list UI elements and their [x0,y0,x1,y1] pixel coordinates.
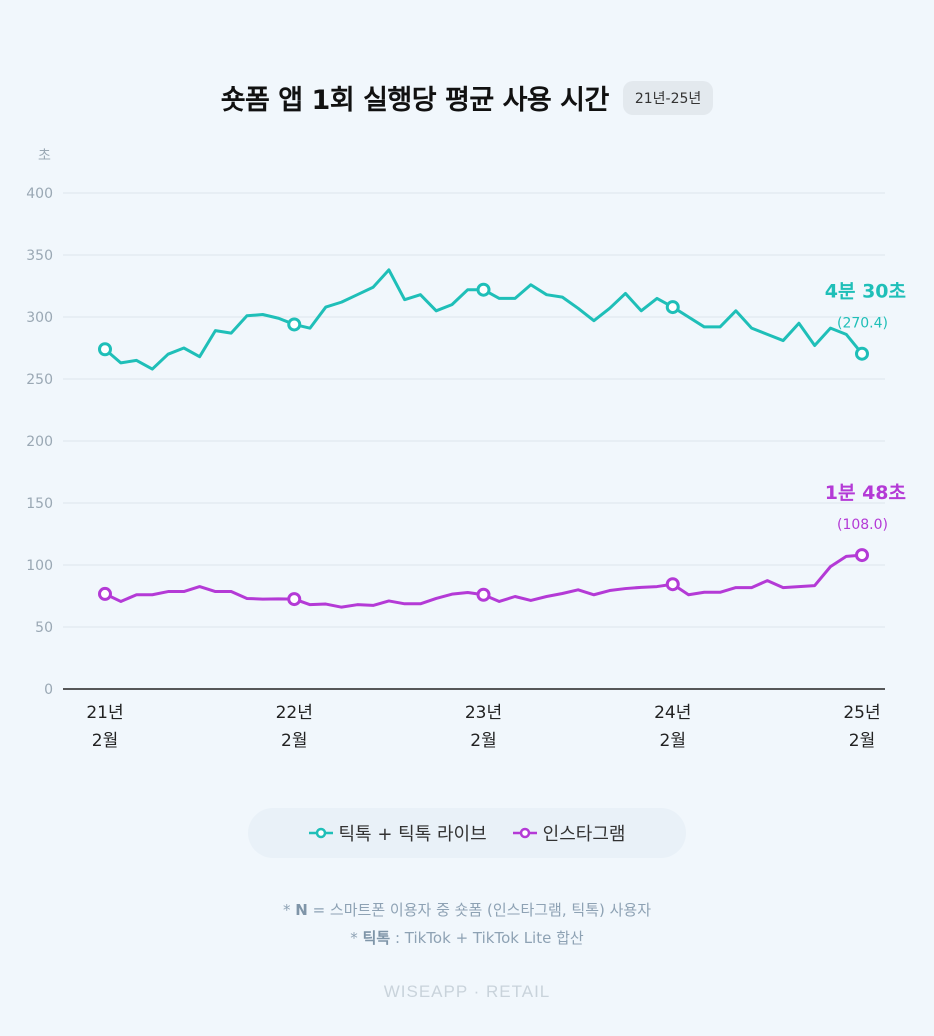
chart-title: 숏폼 앱 1회 실행당 평균 사용 시간 [220,85,610,116]
footnote-prefix: * [350,929,363,947]
data-point-marker [665,300,680,315]
y-tick-label: 100 [26,558,53,574]
y-tick-label: 0 [44,682,53,698]
legend-marker-icon [512,827,537,839]
legend: 틱톡 + 틱톡 라이브 인스타그램 [248,808,686,858]
x-tick-label: 2월 [660,731,686,751]
x-tick-label: 2월 [281,731,307,751]
footnote-prefix: * [282,901,296,919]
title-bar: 숏폼 앱 1회 실행당 평균 사용 시간 21년-25년 [0,78,934,117]
legend-marker-icon [308,827,333,839]
x-tick-label: 22년 [276,703,313,723]
legend-item-instagram: 인스타그램 [512,820,626,846]
end-label: 1분 48초 [825,482,906,504]
x-tick-label: 21년 [86,703,123,723]
data-point-marker [665,577,680,592]
footnote-term: 틱톡 [362,929,391,947]
x-tick-label: 25년 [843,703,880,723]
y-axis-label: 초 [38,148,51,164]
y-tick-label: 200 [26,434,53,450]
footnote-text: : TikTok + TikTok Lite 합산 [390,929,584,947]
end-value-label: (108.0) [837,517,888,533]
data-point-marker [287,592,302,607]
legend-label: 인스타그램 [542,824,626,845]
legend-item-tiktok: 틱톡 + 틱톡 라이브 [308,820,487,846]
footnote-2: * 틱톡 : TikTok + TikTok Lite 합산 [0,924,934,952]
data-point-marker [98,586,112,601]
x-tick-label: 2월 [849,731,875,751]
end-label: 4분 30초 [825,281,906,303]
footnote-term: N [295,901,308,919]
x-tick-label: 2월 [92,731,118,751]
line-chart: 초 0 50 100 150 200 250 300 350 400 21년 2월 22년 2월 23년 2월… [26,148,906,751]
x-tick-label: 2월 [470,731,496,751]
data-point-marker [287,317,302,332]
data-point-marker [855,346,869,361]
x-tick-label: 23년 [465,703,502,723]
y-tick-label: 350 [26,248,53,264]
period-badge: 21년-25년 [622,80,714,115]
footnote-text: = 스마트폰 이용자 중 숏폼 (인스타그램, 틱톡) 사용자 [307,901,652,919]
data-point-marker [476,282,491,297]
legend-label: 틱톡 + 틱톡 라이브 [338,824,487,845]
y-tick-label: 50 [35,620,53,636]
y-tick-label: 150 [26,496,53,512]
data-point-marker [855,548,869,563]
y-tick-label: 250 [26,372,53,388]
data-point-marker [476,587,491,602]
footnote-1: * N = 스마트폰 이용자 중 숏폼 (인스타그램, 틱톡) 사용자 [0,896,934,924]
brand-logo: WISEAPP · RETAIL [383,982,551,1001]
y-tick-label: 400 [26,186,53,202]
footnotes: * N = 스마트폰 이용자 중 숏폼 (인스타그램, 틱톡) 사용자 * 틱톡… [0,896,934,952]
y-tick-label: 300 [26,310,53,326]
end-value-label: (270.4) [837,316,888,332]
data-point-marker [98,342,112,357]
x-tick-label: 24년 [654,703,691,723]
